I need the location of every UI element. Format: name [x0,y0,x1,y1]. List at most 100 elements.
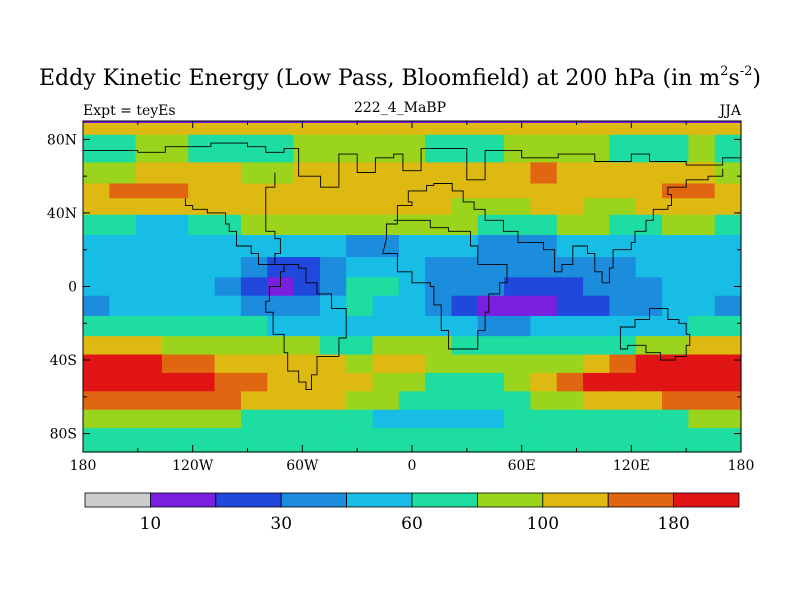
y-tick-label: 80S [50,427,77,443]
field-cell [477,183,505,199]
x-tick-label: 120W [172,458,214,474]
field-cell [109,214,137,236]
field-cell [477,391,505,411]
y-tick-label: 0 [68,280,77,296]
field-cell [214,121,242,136]
field-cell [293,214,321,236]
field-cell [346,315,374,337]
field-cell [267,121,295,136]
field-cell [688,134,716,163]
field-cell [556,315,584,337]
field-cell [188,257,216,278]
field-cell [688,214,716,236]
field-cell [83,198,110,216]
field-cell [188,277,216,297]
field-cell [161,336,189,356]
field-cell [504,235,532,258]
field-cell [319,444,347,453]
field-cell [662,409,689,429]
field-cell [583,444,610,453]
colorbar-box [215,492,282,508]
field-cell [135,444,163,453]
field-cell [161,235,189,258]
field-cell [556,183,584,199]
colorbar-label: 10 [140,514,162,534]
field-cell [714,257,742,278]
field-cell [346,428,374,446]
x-tick-label: 0 [408,458,417,474]
field-cell [451,183,479,199]
field-cell [267,183,295,199]
colorbar: 10 30 60 100 180 [84,492,740,534]
field-cell [398,391,426,411]
field-cell [635,214,663,236]
field-cell [240,134,268,163]
field-cell [214,257,242,278]
field-cell [109,162,137,185]
field-cell [556,409,584,429]
field-cell [240,295,268,317]
field-cell [530,121,558,136]
field-cell [109,235,137,258]
x-tick-label: 60W [286,458,319,474]
field-cell [556,428,584,446]
field-cell [161,183,189,199]
field-cell [240,372,268,392]
field-cell [83,444,110,453]
colorbar-box [542,492,609,508]
field-cell [214,162,242,185]
field-cell [583,257,610,278]
field-cell [319,295,347,317]
field-cell [504,295,532,317]
field-cell [504,121,532,136]
field-cell [504,315,532,337]
field-cell [609,428,637,446]
field-cell [346,372,374,392]
field-cell [319,235,347,258]
field-cell [556,277,584,297]
field-cell [372,162,400,185]
field-cell [477,372,505,392]
field-cell [83,409,110,429]
field-cell [425,235,453,258]
field-cell [319,134,347,163]
field-cell [609,134,637,163]
field-cell [109,336,137,356]
field-cell [504,277,532,297]
field-cell [688,257,716,278]
field-cell [425,198,453,216]
field-cell [451,277,479,297]
field-cell [372,121,400,136]
field-cell [398,198,426,216]
field-cell [583,354,610,374]
field-cell [635,354,663,374]
field-cell [451,428,479,446]
field-cell [662,336,689,356]
field-cell [267,257,295,278]
x-tick-label: 180 [728,458,755,474]
field-cell [477,409,505,429]
field-cell [240,409,268,429]
field-cell [135,315,163,337]
field-cell [267,198,295,216]
field-cell [293,235,321,258]
field-cell [293,295,321,317]
field-cell [83,257,110,278]
field-cell [530,428,558,446]
field-cell [688,354,716,374]
colorbar-box [346,492,413,508]
field-cell [319,162,347,185]
field-cell [635,162,663,185]
field-cell [346,121,374,136]
field-cell [583,409,610,429]
field-cell [161,198,189,216]
field-cell [214,391,242,411]
field-cell [556,121,584,136]
field-cell [214,372,242,392]
field-cell [425,162,453,185]
field-cell [240,214,268,236]
field-cell [346,354,374,374]
field-cell [214,315,242,337]
field-cell [319,183,347,199]
